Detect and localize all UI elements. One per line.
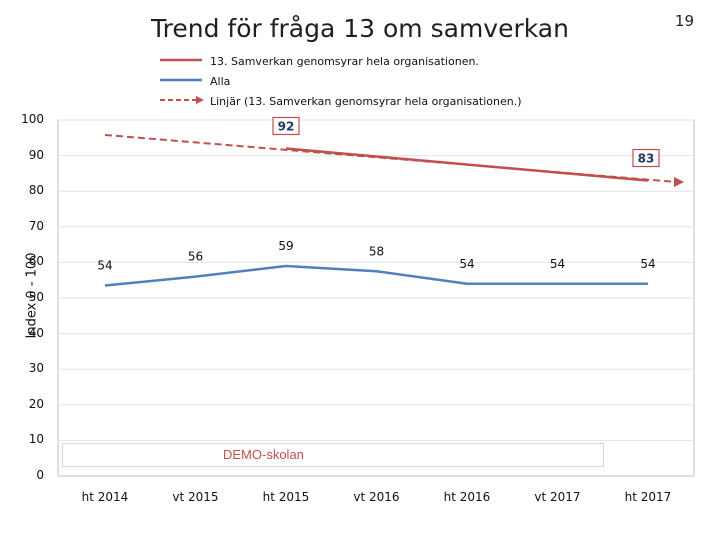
- x-tick-label: ht 2016: [443, 490, 491, 504]
- legend-swatch-trend: [160, 96, 204, 104]
- y-tick-label: 60: [28, 254, 44, 269]
- legend-label-average: Alla: [210, 75, 231, 88]
- data-label-average: 54: [97, 259, 112, 273]
- legend-swatch-average: [160, 78, 202, 82]
- y-tick-label: 10: [28, 432, 44, 447]
- trend-arrowhead: [674, 176, 684, 187]
- data-label-average: 56: [188, 250, 203, 264]
- legend-swatch-series: [160, 58, 202, 62]
- data-label-box: [632, 148, 660, 168]
- x-tick-label: ht 2017: [624, 490, 672, 504]
- x-tick-label: vt 2015: [172, 490, 219, 504]
- legend-label-trend: Linjär (13. Samverkan genomsyrar hela or…: [210, 95, 522, 108]
- x-tick-label: ht 2014: [81, 490, 129, 504]
- y-tick-label: 20: [28, 396, 44, 411]
- x-tick-label: ht 2015: [262, 490, 310, 504]
- data-label-average: 58: [369, 244, 384, 258]
- y-tick-label: 40: [28, 325, 44, 340]
- data-label-average: 59: [278, 239, 293, 253]
- data-label-box: [272, 116, 300, 136]
- school-label-box: DEMO-skolan: [62, 443, 604, 467]
- y-tick-label: 50: [28, 290, 44, 304]
- data-label-average: 54: [459, 257, 474, 271]
- series-line-school: [285, 147, 649, 182]
- y-tick-label: 30: [28, 361, 44, 376]
- chart-title: Trend för fråga 13 om samverkan: [151, 14, 569, 43]
- series-line-average: [104, 264, 648, 287]
- y-tick-label: 100: [21, 112, 44, 126]
- data-label-school: 83: [638, 152, 655, 166]
- y-tick-label: 70: [28, 218, 44, 233]
- data-label-average: 54: [550, 257, 565, 271]
- school-label: DEMO-skolan: [223, 447, 304, 462]
- data-label-average: 54: [640, 257, 655, 271]
- x-tick-label: vt 2017: [534, 490, 581, 504]
- y-tick-label: 90: [28, 147, 44, 162]
- data-label-school: 92: [278, 119, 295, 133]
- x-tick-label: vt 2016: [353, 490, 400, 504]
- y-tick-label: 0: [36, 468, 44, 482]
- y-tick-label: 80: [28, 183, 44, 198]
- page-number: 19: [674, 12, 694, 30]
- legend-label-series: 13. Samverkan genomsyrar hela organisati…: [210, 55, 479, 68]
